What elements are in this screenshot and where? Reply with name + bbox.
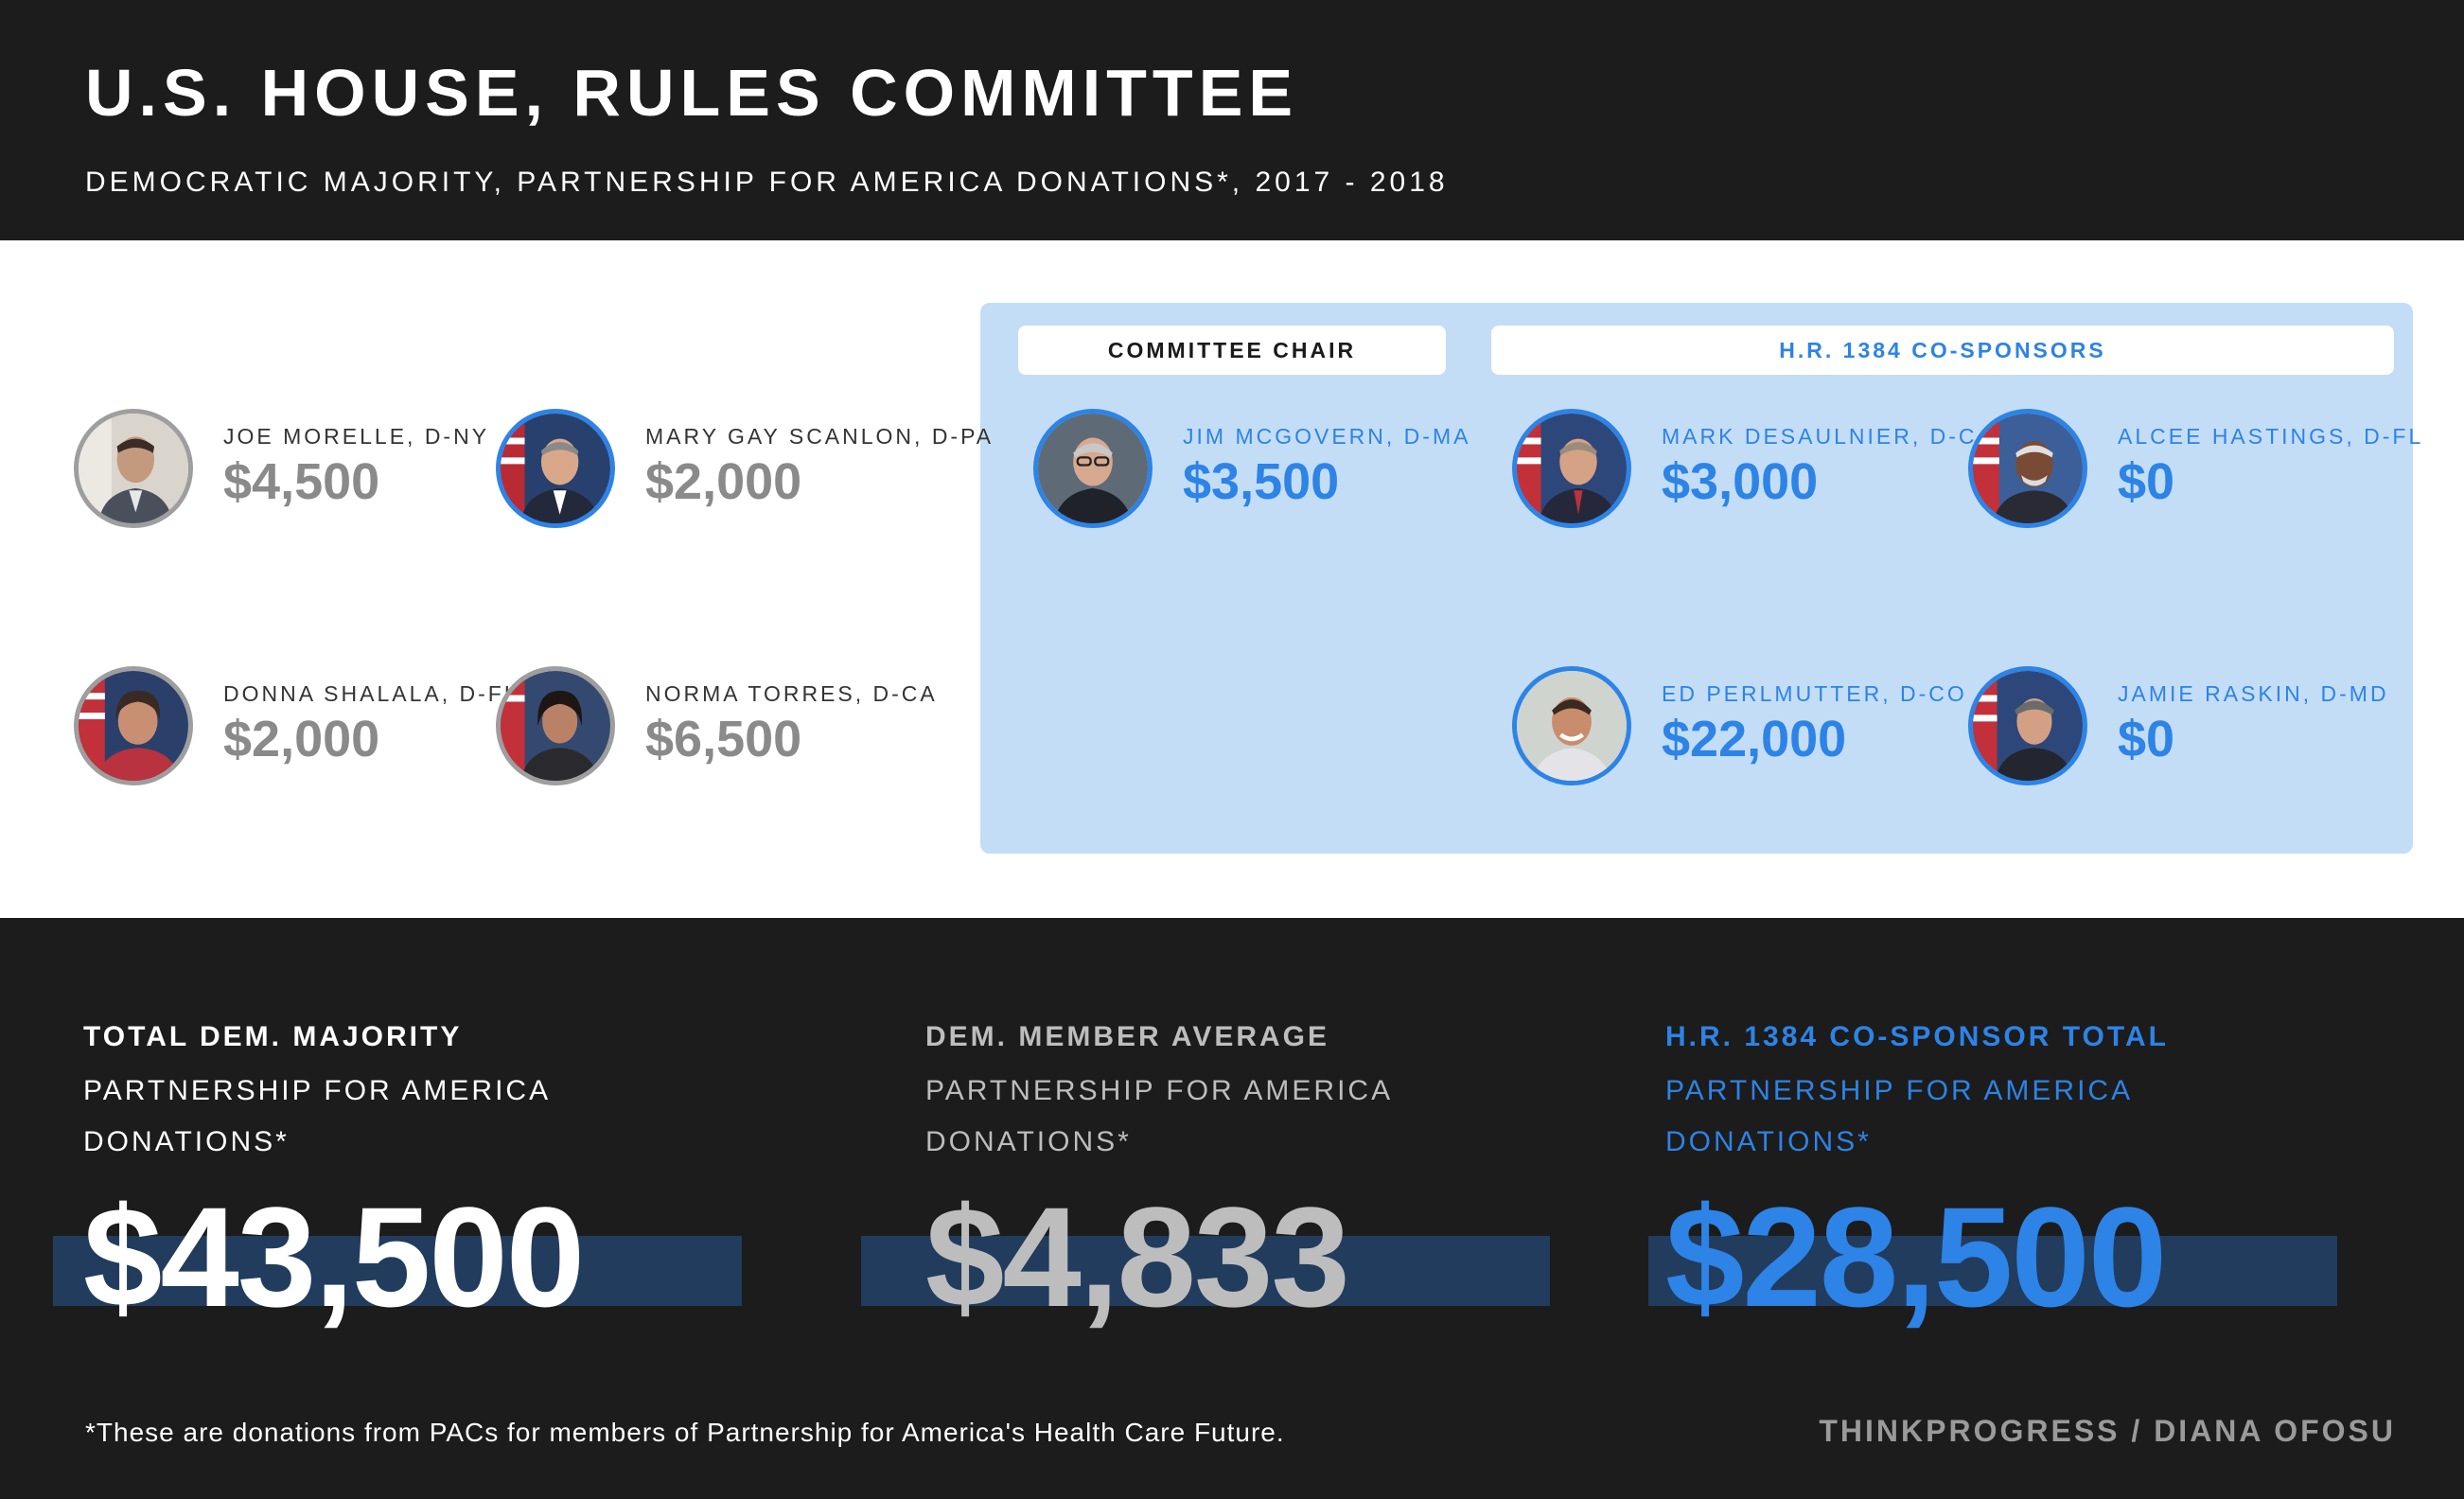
stat-cosponsor-total: H.R. 1384 CO-SPONSOR TOTAL PARTNERSHIP F… bbox=[1665, 1018, 2385, 1168]
stat-description: PARTNERSHIP FOR AMERICA DONATIONS* bbox=[925, 1075, 1392, 1157]
member-name: ED PERLMUTTER, D-CO bbox=[1662, 681, 1967, 706]
member-donation: $22,000 bbox=[1662, 711, 1847, 767]
member-donation: $2,000 bbox=[645, 453, 802, 510]
member-name: ALCEE HASTINGS, D-FL bbox=[2118, 424, 2424, 449]
credit: THINKPROGRESS / DIANA OFOSU bbox=[1819, 1414, 2396, 1448]
member-name: NORMA TORRES, D-CA bbox=[645, 681, 938, 706]
member-name: MARK DESAULNIER, D-CA bbox=[1662, 424, 1995, 449]
cosponsors-label: H.R. 1384 CO-SPONSORS bbox=[1491, 326, 2394, 375]
member-photo bbox=[1512, 409, 1631, 528]
stat-member-average: DEM. MEMBER AVERAGE PARTNERSHIP FOR AMER… bbox=[925, 1018, 1645, 1168]
stat-value: $4,833 bbox=[925, 1177, 1350, 1336]
stat-total-majority: TOTAL DEM. MAJORITY PARTNERSHIP FOR AMER… bbox=[83, 1018, 802, 1168]
member-name: DONNA SHALALA, D-FL bbox=[223, 681, 519, 706]
member-donation: $3,500 bbox=[1183, 453, 1340, 510]
member-name: JOE MORELLE, D-NY bbox=[223, 424, 490, 449]
member-photo bbox=[74, 409, 193, 528]
member-name: MARY GAY SCANLON, D-PA bbox=[645, 424, 994, 449]
member-photo bbox=[496, 666, 615, 785]
member-donation: $2,000 bbox=[223, 711, 380, 767]
member-donation: $4,500 bbox=[223, 453, 380, 510]
header: U.S. HOUSE, RULES COMMITTEE DEMOCRATIC M… bbox=[0, 0, 2464, 240]
stat-bar bbox=[861, 1236, 1550, 1306]
stat-value: $43,500 bbox=[83, 1177, 585, 1336]
member-donation: $6,500 bbox=[645, 711, 802, 767]
stat-bar bbox=[53, 1236, 742, 1306]
stat-bar bbox=[1648, 1236, 2337, 1306]
stat-label: TOTAL DEM. MAJORITY bbox=[83, 1021, 463, 1052]
member-name: JAMIE RASKIN, D-MD bbox=[2118, 681, 2389, 706]
member-donation: $0 bbox=[2118, 711, 2175, 767]
stat-description: PARTNERSHIP FOR AMERICA DONATIONS* bbox=[1665, 1075, 2132, 1157]
page-title: U.S. HOUSE, RULES COMMITTEE bbox=[85, 56, 1299, 130]
member-name: JIM MCGOVERN, D-MA bbox=[1183, 424, 1471, 449]
member-photo bbox=[1968, 409, 2087, 528]
footnote: *These are donations from PACs for membe… bbox=[85, 1418, 1285, 1447]
member-donation: $3,000 bbox=[1662, 453, 1819, 510]
stat-value: $28,500 bbox=[1665, 1177, 2167, 1336]
stat-description: PARTNERSHIP FOR AMERICA DONATIONS* bbox=[83, 1075, 550, 1157]
stat-label: DEM. MEMBER AVERAGE bbox=[925, 1021, 1330, 1052]
highlight-panel bbox=[980, 303, 2413, 854]
committee-chair-label: COMMITTEE CHAIR bbox=[1018, 326, 1446, 375]
member-photo bbox=[74, 666, 193, 785]
member-donation: $0 bbox=[2118, 453, 2175, 510]
member-photo bbox=[1033, 409, 1153, 528]
member-photo bbox=[1512, 666, 1631, 785]
member-photo bbox=[1968, 666, 2087, 785]
totals-section bbox=[0, 918, 2464, 1499]
stat-label: H.R. 1384 CO-SPONSOR TOTAL bbox=[1665, 1021, 2169, 1052]
member-photo bbox=[496, 409, 615, 528]
page-subtitle: DEMOCRATIC MAJORITY, PARTNERSHIP FOR AME… bbox=[85, 167, 1449, 198]
